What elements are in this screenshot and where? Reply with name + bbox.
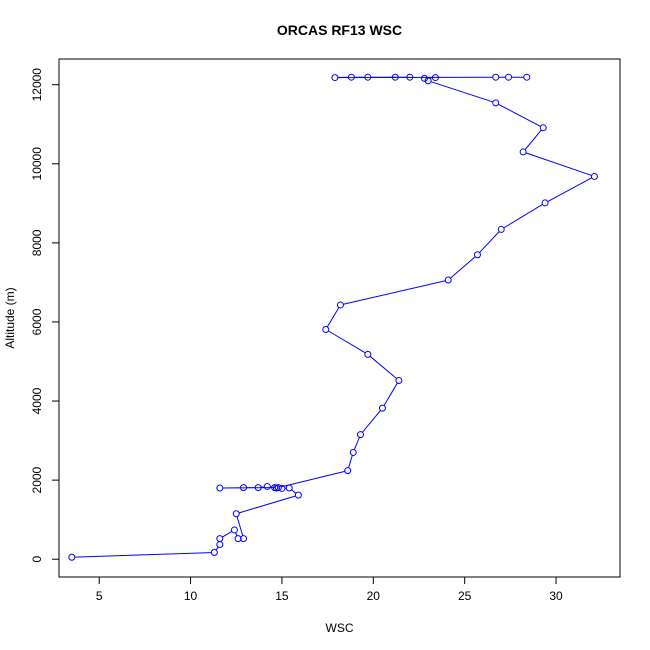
data-point	[505, 73, 513, 81]
data-point	[364, 350, 372, 358]
data-point	[254, 484, 262, 492]
data-point	[395, 376, 403, 384]
data-point	[68, 553, 76, 561]
y-axis-label: Altitude (m)	[3, 287, 17, 348]
data-point	[541, 199, 549, 207]
data-point	[590, 172, 598, 180]
data-point	[349, 448, 357, 456]
data-point	[357, 431, 365, 439]
data-point	[336, 301, 344, 309]
data-point	[473, 251, 481, 259]
y-tick-label: 4000	[30, 387, 44, 414]
data-point	[234, 535, 242, 543]
data-point	[232, 510, 240, 518]
x-tick-label: 10	[184, 589, 198, 603]
data-point	[347, 73, 355, 81]
data-point	[271, 484, 279, 492]
data-point	[539, 124, 547, 132]
data-point	[216, 484, 224, 492]
data-point	[492, 73, 500, 81]
data-point	[344, 467, 352, 475]
data-point	[492, 99, 500, 107]
data-point	[216, 535, 224, 543]
y-tick-label: 12000	[30, 68, 44, 102]
x-tick-label: 25	[458, 589, 472, 603]
x-tick-label: 5	[96, 589, 103, 603]
series-line	[74, 76, 593, 558]
data-point	[519, 148, 527, 156]
data-point	[210, 548, 218, 556]
y-tick-label: 6000	[30, 308, 44, 335]
y-tick-label: 8000	[30, 229, 44, 256]
x-tick-label: 15	[275, 589, 289, 603]
data-point	[444, 276, 452, 284]
data-point	[378, 404, 386, 412]
data-point	[240, 535, 248, 543]
data-point	[278, 484, 286, 492]
data-point	[294, 491, 302, 499]
x-tick-label: 20	[367, 589, 381, 603]
data-point	[331, 74, 339, 82]
data-point	[263, 482, 271, 490]
data-point	[391, 73, 399, 81]
data-point	[285, 484, 293, 492]
data-point	[420, 74, 428, 82]
data-point	[240, 484, 248, 492]
y-tick-label: 2000	[30, 466, 44, 493]
x-axis: 5 10 15 20 25 30	[96, 576, 563, 603]
y-axis: 0 2000 4000 6000 8000 10000 12000	[30, 68, 60, 563]
data-point	[364, 73, 372, 81]
data-point	[216, 541, 224, 549]
series-wsc	[68, 73, 598, 561]
data-point	[406, 73, 414, 81]
data-point	[274, 484, 282, 492]
x-axis-label: WSC	[326, 621, 354, 635]
data-point	[424, 77, 432, 85]
data-point	[230, 526, 238, 534]
chart-title: ORCAS RF13 WSC	[277, 22, 402, 38]
y-tick-label: 0	[30, 556, 44, 563]
data-point	[431, 74, 439, 82]
data-point	[322, 325, 330, 333]
y-tick-label: 10000	[30, 147, 44, 181]
x-tick-label: 30	[549, 589, 563, 603]
data-point	[523, 73, 531, 81]
data-point	[497, 225, 505, 233]
